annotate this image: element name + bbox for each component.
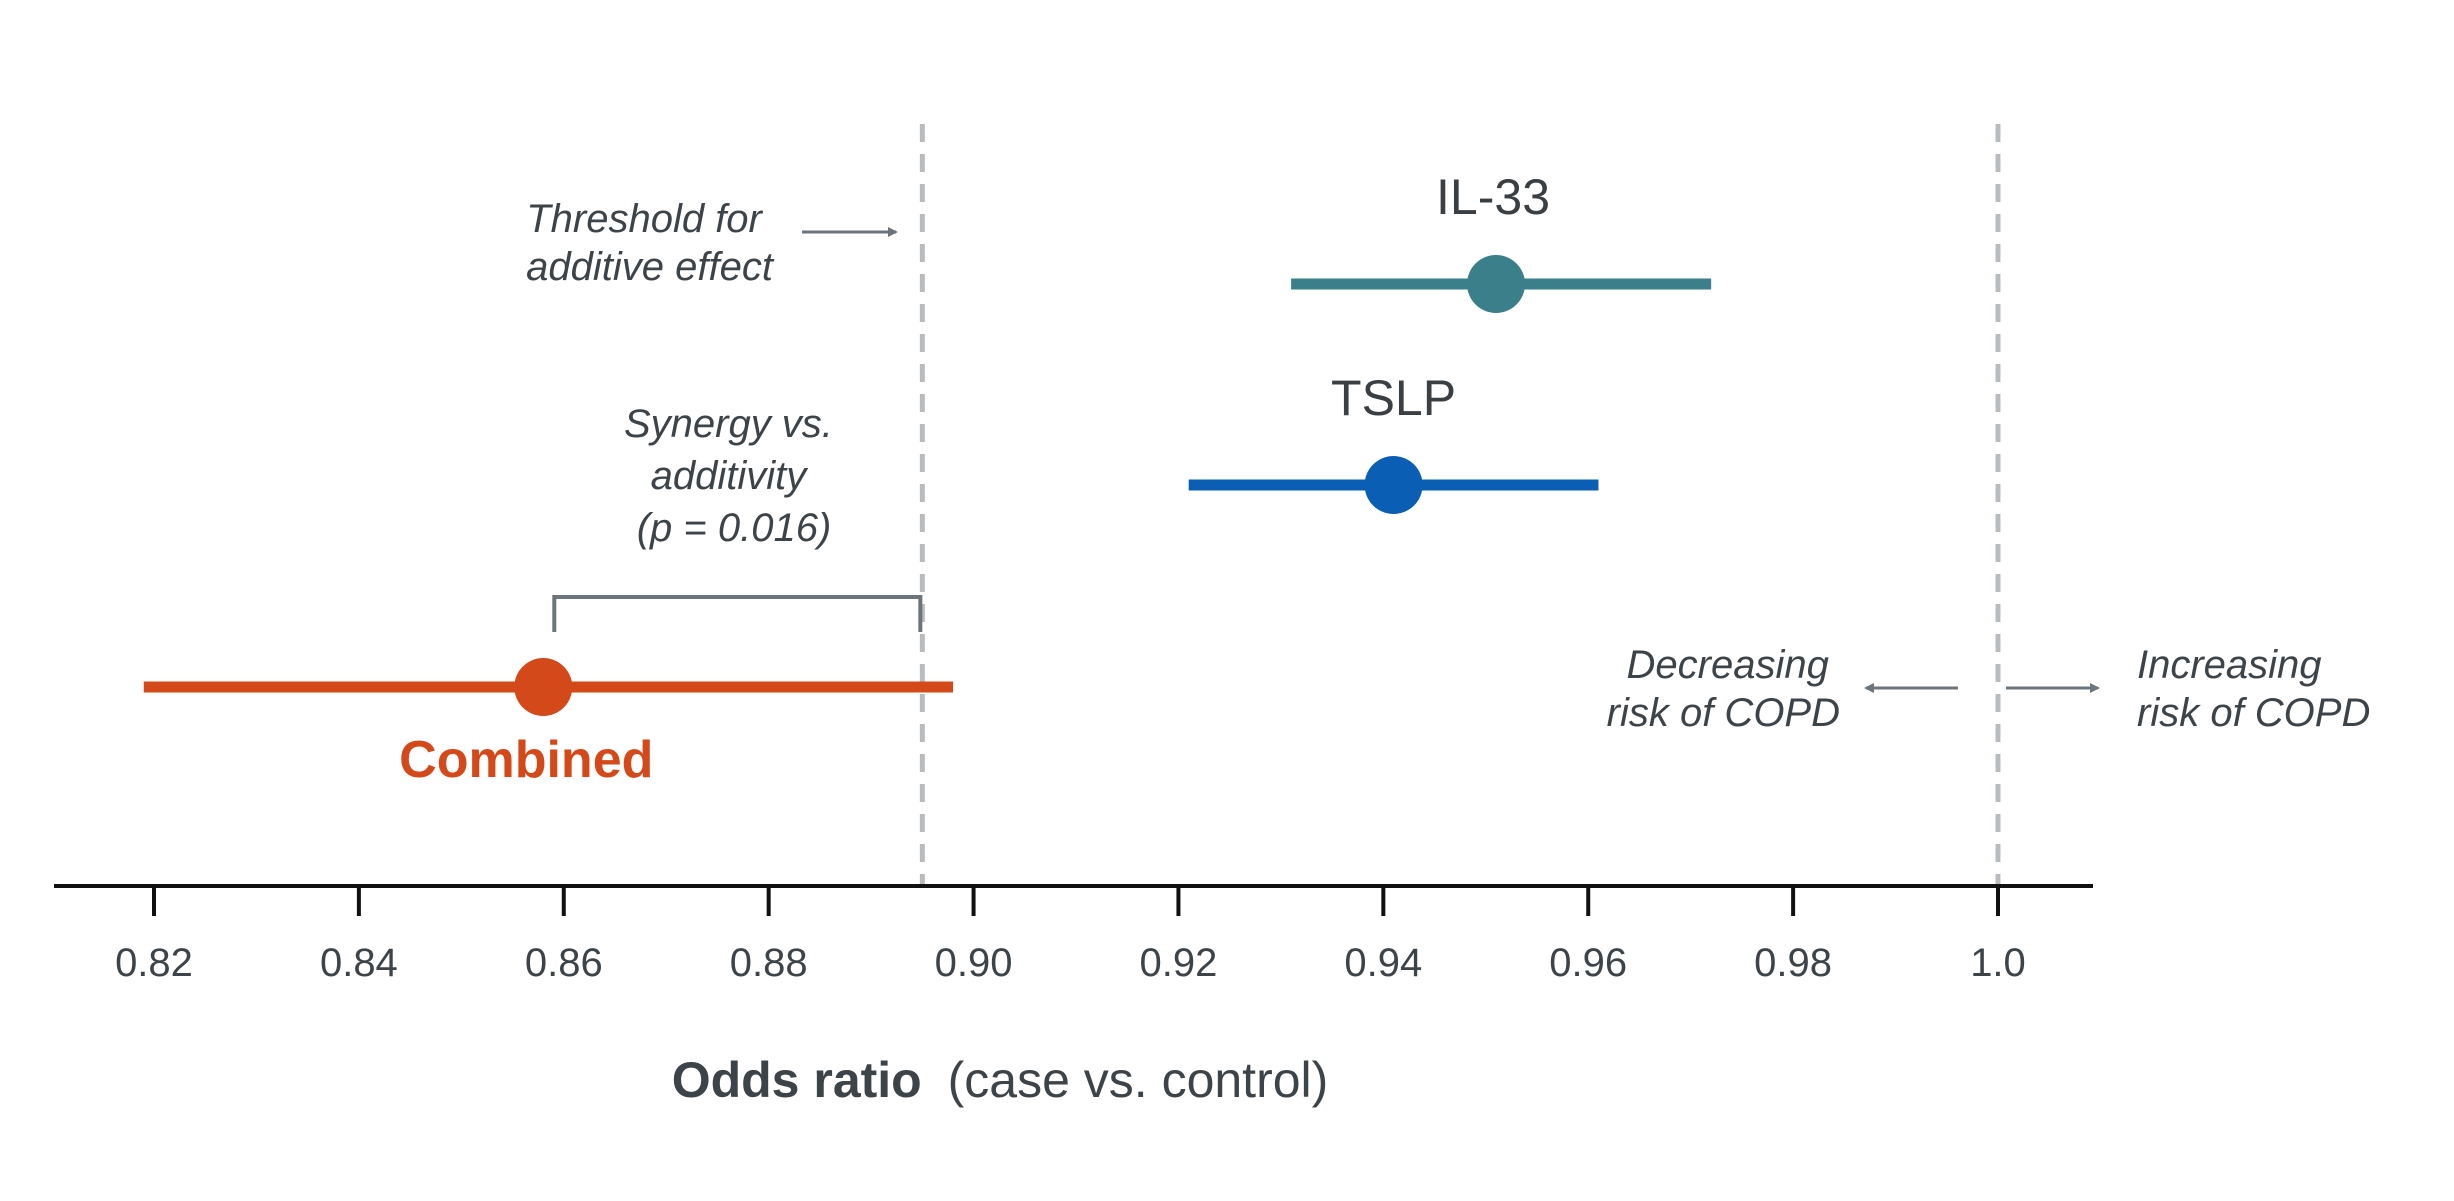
decreasing-risk-annotation: Decreasing risk of COPD <box>1607 643 1840 735</box>
series-group: IL-33 TSLP Combined <box>143 169 1712 789</box>
x-tick-label: 0.96 <box>1549 941 1627 985</box>
tslp-point <box>1364 456 1423 514</box>
x-tick-label: 0.84 <box>320 941 398 985</box>
synergy-annotation: Synergy vs. additivity (p = 0.016) <box>624 402 844 550</box>
tslp-label: TSLP <box>1331 370 1456 426</box>
threshold-line-2: additive effect <box>526 245 775 289</box>
decreasing-line-1: Decreasing <box>1627 643 1829 687</box>
x-axis-label-bold: Odds ratio <box>672 1052 922 1108</box>
x-tick-label: 1.0 <box>1970 941 2026 985</box>
threshold-line-1: Threshold for <box>526 197 763 241</box>
synergy-line-3: (p = 0.016) <box>637 506 832 550</box>
reference-lines <box>919 124 2001 886</box>
threshold-annotation: Threshold for additive effect <box>526 197 775 289</box>
x-tick-label: 0.92 <box>1140 941 1218 985</box>
increasing-risk-annotation: Increasing risk of COPD <box>2137 643 2370 735</box>
increasing-line-2: risk of COPD <box>2137 691 2370 735</box>
x-axis-label-rest: (case vs. control) <box>948 1052 1329 1108</box>
synergy-bracket <box>552 595 923 632</box>
il-33-label: IL-33 <box>1436 169 1550 225</box>
x-tick-label: 0.94 <box>1344 941 1422 985</box>
x-tick-label: 0.90 <box>935 941 1013 985</box>
combined-label: Combined <box>399 731 653 789</box>
il-33-point <box>1467 255 1526 313</box>
synergy-line-2: additivity <box>651 454 810 498</box>
x-tick-label: 0.82 <box>115 941 193 985</box>
x-axis-label: Odds ratio (case vs. control) <box>672 1052 1329 1108</box>
x-tick-label: 0.98 <box>1754 941 1832 985</box>
combined-point <box>514 658 573 716</box>
x-tick-label: 0.86 <box>525 941 603 985</box>
synergy-line-1: Synergy vs. <box>624 402 833 446</box>
decreasing-line-2: risk of COPD <box>1607 691 1840 735</box>
x-axis-ticks: 0.82 0.84 0.86 0.88 0.90 0.92 0.94 0.96 0.98 1.0 <box>115 886 2026 985</box>
increasing-line-1: Increasing <box>2137 643 2322 687</box>
x-tick-label: 0.88 <box>730 941 808 985</box>
